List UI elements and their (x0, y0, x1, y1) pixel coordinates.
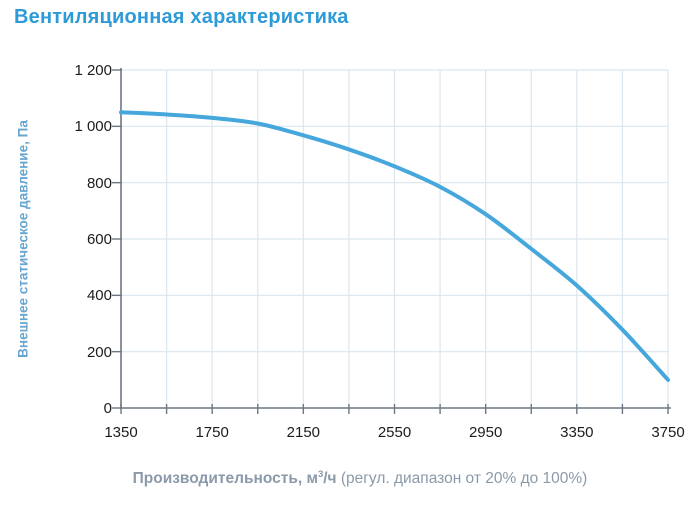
fan-curve (119, 110, 670, 382)
x-axis-caption-unit: м3/ч (306, 468, 337, 487)
y-tick-label: 1 000 (74, 118, 112, 136)
y-tick-label: 0 (103, 400, 112, 417)
x-tick-label: 3350 (560, 424, 594, 441)
y-tick-label: 600 (86, 231, 112, 248)
x-tick-label: 1350 (104, 424, 138, 441)
x-tick-label: 2550 (377, 424, 412, 441)
chart-title: Вентиляционная характеристика (14, 6, 349, 28)
y-tick-label: 400 (86, 287, 112, 305)
y-tick-label: 800 (86, 174, 112, 192)
x-axis-caption-unit-sup: 3 (317, 468, 324, 480)
x-tick-label: 1750 (195, 424, 229, 441)
y-tick-label: 1 200 (74, 62, 112, 79)
x-tick-label: 2950 (468, 424, 503, 441)
y-tick-label: 200 (86, 343, 112, 361)
x-axis-caption-sep: , (297, 470, 307, 487)
x-axis-caption-note: (регул. диапазон от 20% до 100%) (336, 470, 588, 487)
x-axis-caption: Производительность, м3/ч (регул. диапазо… (20, 470, 700, 488)
x-tick-label: 2150 (286, 424, 321, 441)
x-axis-caption-name: Производительность (132, 470, 298, 487)
x-tick-label: 3750 (651, 424, 685, 441)
